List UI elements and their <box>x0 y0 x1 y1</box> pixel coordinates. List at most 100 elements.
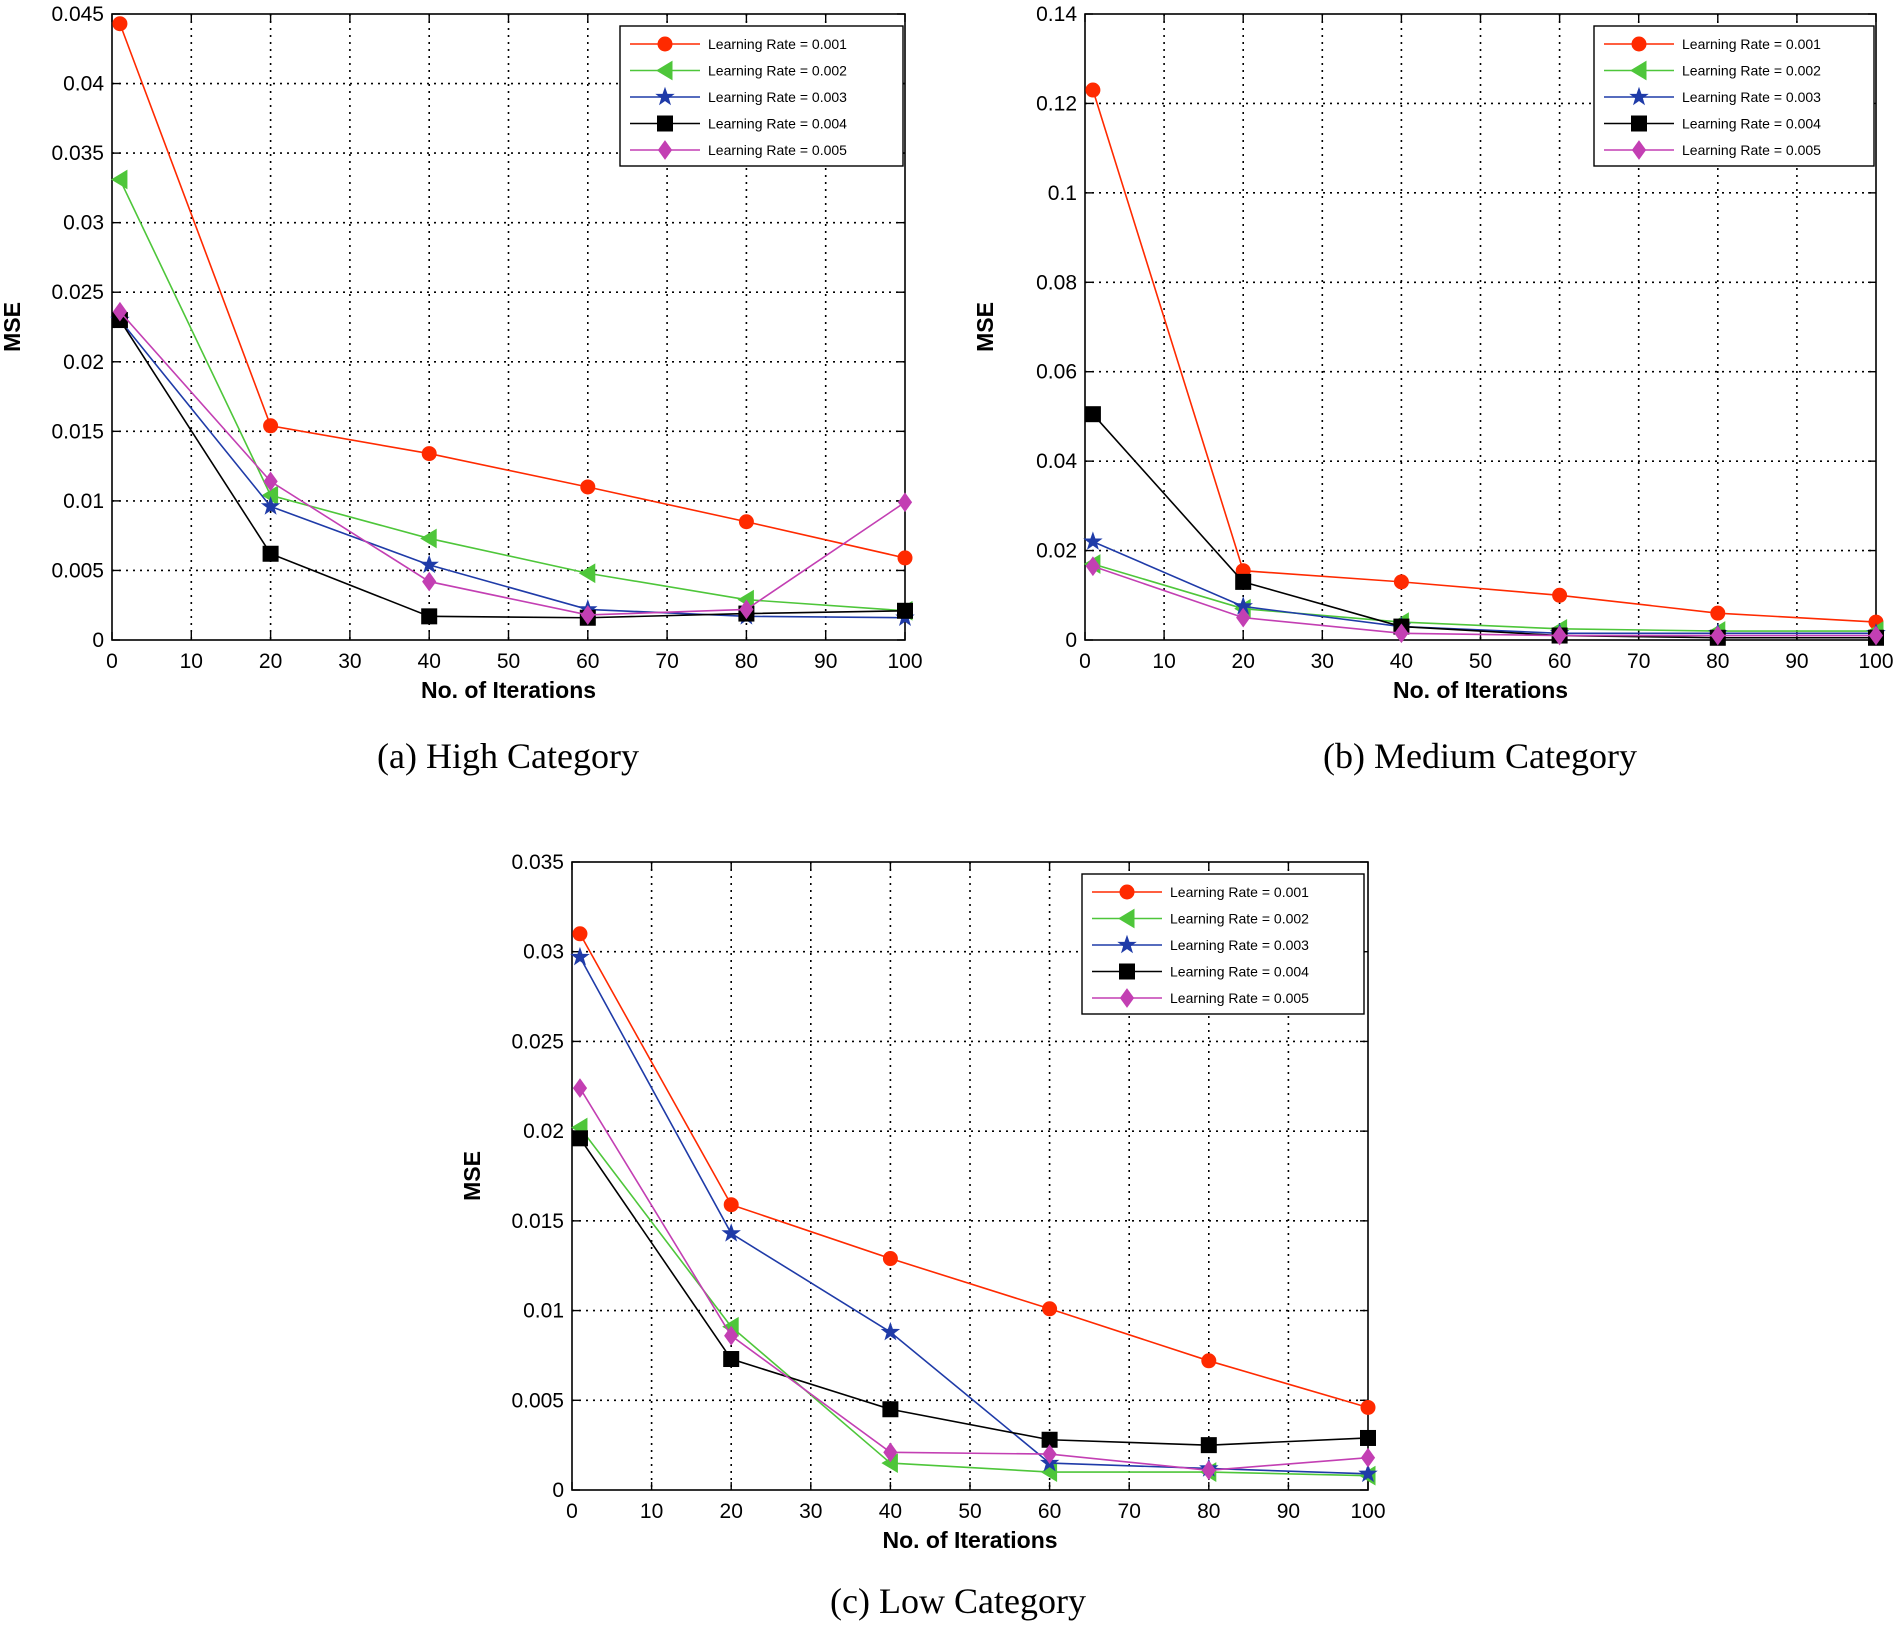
x-tick-label: 50 <box>497 650 520 673</box>
legend-label: Learning Rate = 0.004 <box>1170 964 1309 980</box>
data-point <box>260 496 281 515</box>
data-point <box>880 1321 901 1341</box>
x-tick-label: 90 <box>1785 650 1808 673</box>
legend-label: Learning Rate = 0.002 <box>1170 911 1309 927</box>
data-point <box>897 492 913 513</box>
data-point <box>1083 531 1103 550</box>
y-tick-label: 0.02 <box>1036 540 1077 563</box>
y-axis-label: MSE <box>972 302 998 352</box>
data-point <box>1201 1353 1217 1369</box>
legend-marker <box>657 115 673 132</box>
legend-label: Learning Rate = 0.005 <box>1682 142 1821 158</box>
y-tick-label: 0 <box>92 629 104 652</box>
y-tick-label: 0.12 <box>1036 92 1077 115</box>
x-axis-label: No. of Iterations <box>421 677 596 703</box>
y-tick-label: 0.025 <box>511 1030 564 1053</box>
series-line <box>1092 563 1876 632</box>
data-point <box>1358 1463 1378 1483</box>
data-point <box>1235 573 1252 590</box>
data-point <box>897 602 913 619</box>
data-point <box>420 528 437 549</box>
legend-label: Learning Rate = 0.003 <box>1682 89 1821 105</box>
data-point <box>1042 1301 1058 1317</box>
series-1 <box>112 16 913 566</box>
legend-marker <box>657 36 673 52</box>
x-tick-label: 30 <box>1311 650 1334 673</box>
chart-caption: (b) Medium Category <box>1323 736 1637 776</box>
legend-label: Learning Rate = 0.005 <box>1170 990 1309 1006</box>
series-line <box>579 956 1369 1475</box>
x-tick-label: 40 <box>879 1500 902 1523</box>
data-point <box>419 554 439 574</box>
data-point <box>738 514 754 530</box>
x-tick-label: 20 <box>720 1500 743 1523</box>
data-point <box>578 563 596 584</box>
chart-caption: (a) High Category <box>377 736 639 776</box>
data-point <box>1360 1399 1376 1415</box>
data-point <box>1042 1444 1057 1464</box>
data-point <box>1868 625 1884 646</box>
y-tick-label: 0.035 <box>511 851 564 874</box>
x-tick-label: 0 <box>566 1500 578 1523</box>
series-line <box>579 1137 1369 1446</box>
data-point <box>1201 1460 1216 1481</box>
legend-label: Learning Rate = 0.003 <box>708 89 847 105</box>
y-tick-label: 0 <box>552 1479 564 1502</box>
x-tick-label: 30 <box>799 1500 822 1523</box>
series-line <box>119 319 906 619</box>
x-tick-label: 60 <box>1038 1500 1061 1523</box>
data-point <box>1084 406 1101 423</box>
data-point <box>580 479 596 495</box>
data-point <box>1710 625 1725 646</box>
x-tick-label: 10 <box>1152 650 1175 673</box>
legend-marker <box>1117 934 1137 954</box>
x-tick-label: 80 <box>1706 650 1729 673</box>
y-tick-label: 0 <box>1065 629 1077 652</box>
series-line <box>579 1087 1369 1472</box>
x-tick-label: 60 <box>576 650 599 673</box>
x-tick-label: 0 <box>106 650 118 673</box>
legend-marker <box>1118 908 1135 929</box>
x-tick-label: 30 <box>338 650 361 673</box>
y-axis-label: MSE <box>459 1151 485 1201</box>
y-tick-label: 0.02 <box>63 351 104 374</box>
legend-marker <box>656 60 673 81</box>
x-tick-label: 10 <box>180 650 203 673</box>
data-point <box>572 926 588 942</box>
x-tick-label: 40 <box>418 650 441 673</box>
y-tick-label: 0.04 <box>63 73 104 96</box>
y-tick-label: 0.04 <box>1036 450 1077 473</box>
y-tick-label: 0.015 <box>51 420 104 443</box>
data-point <box>421 608 438 625</box>
series-line <box>1092 540 1876 635</box>
data-point <box>739 599 754 620</box>
data-point <box>1085 82 1101 98</box>
x-tick-label: 10 <box>640 1500 663 1523</box>
data-point <box>1394 623 1409 644</box>
data-point <box>721 1223 741 1242</box>
chart-caption: (c) Low Category <box>830 1581 1086 1621</box>
series-line <box>1092 89 1877 623</box>
series-4 <box>571 1130 1376 1454</box>
x-tick-label: 80 <box>735 650 758 673</box>
x-tick-label: 90 <box>1277 1500 1300 1523</box>
y-tick-label: 0.14 <box>1036 3 1077 26</box>
series-5 <box>112 301 913 625</box>
x-tick-label: 100 <box>1350 1500 1385 1523</box>
y-tick-label: 0.025 <box>51 281 104 304</box>
data-point <box>262 545 279 562</box>
data-point <box>263 471 278 492</box>
data-point <box>883 1442 898 1463</box>
x-tick-label: 70 <box>1627 650 1650 673</box>
data-point <box>1236 607 1251 628</box>
legend-marker <box>1631 36 1647 52</box>
data-point <box>580 605 595 625</box>
x-tick-label: 40 <box>1390 650 1413 673</box>
data-point <box>422 571 437 592</box>
data-point <box>572 1078 588 1098</box>
data-point <box>1360 1447 1376 1468</box>
data-point <box>1393 574 1409 590</box>
legend-marker <box>1119 884 1135 900</box>
legend-label: Learning Rate = 0.001 <box>708 36 847 52</box>
